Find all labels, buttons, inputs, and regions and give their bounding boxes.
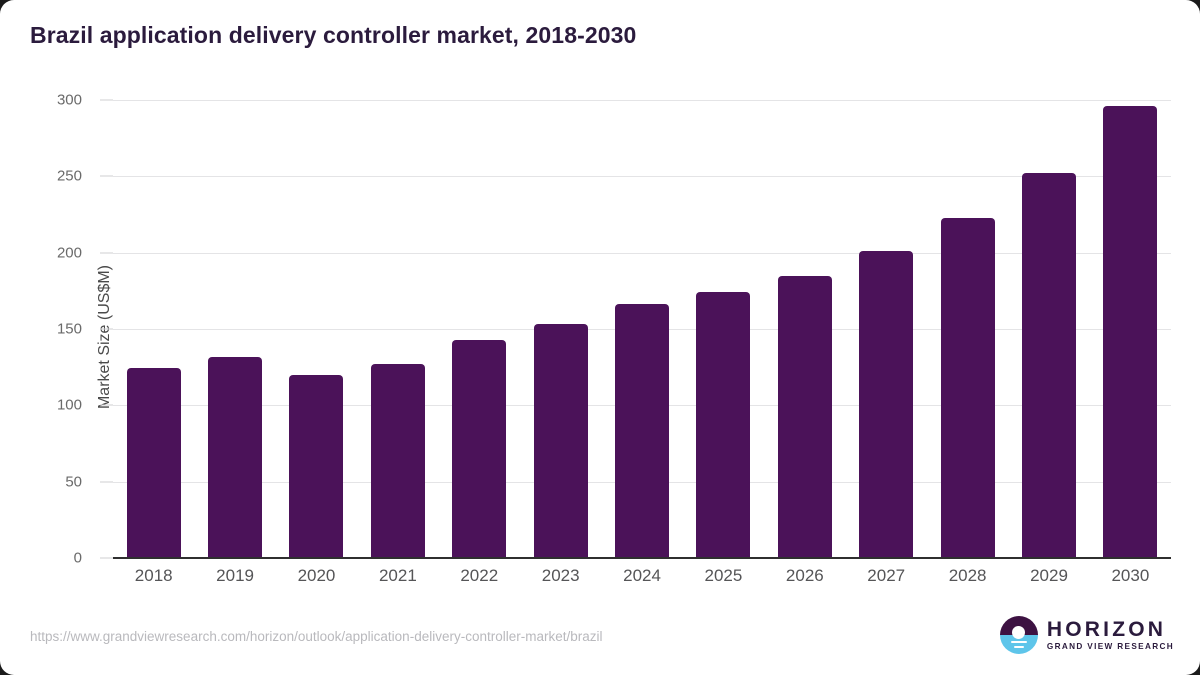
bar[interactable]: [859, 251, 914, 558]
gridline: [113, 176, 1171, 178]
bar-slot: [520, 100, 601, 558]
y-axis-tick-mark: [100, 328, 113, 330]
bar-slot: [683, 100, 764, 558]
y-axis-tick-label: 150: [56, 320, 82, 338]
logo-name: HORIZON: [1046, 617, 1167, 641]
x-axis-tick-label: 2018: [134, 566, 173, 585]
y-axis-tick-label: 100: [56, 396, 82, 414]
plot-area: Market Size (US$M) 0 50 100 150 200 250 300: [57, 92, 1171, 567]
logo-dot-shape: [1012, 626, 1026, 639]
horizon-circle-icon: [999, 616, 1038, 654]
bar[interactable]: [289, 374, 344, 558]
bar[interactable]: [370, 364, 425, 558]
y-axis-tick-label: 0: [73, 549, 82, 567]
logo-subtitle: GRAND VIEW RESEARCH: [1046, 641, 1174, 651]
page-title: Brazil application delivery controller m…: [30, 22, 637, 48]
y-axis-tick-mark: [100, 481, 113, 483]
gridline: [113, 100, 1171, 101]
x-axis-tick-label: 2020: [297, 566, 336, 585]
x-axis-tick-label: 2029: [1030, 566, 1068, 585]
y-axis-tick-mark: [100, 557, 113, 559]
x-axis-tick-label: 2027: [867, 566, 906, 585]
bar-slot: [439, 100, 520, 558]
y-axis-tick-mark: [100, 252, 113, 254]
bar-slot: [1090, 100, 1171, 558]
source-url[interactable]: https://www.grandviewresearch.com/horizo…: [30, 629, 603, 644]
logo-line-upper-shape: [1010, 641, 1027, 643]
x-axis-tick-label: 2025: [704, 566, 743, 585]
bar[interactable]: [615, 303, 670, 558]
y-axis-title: Market Size (US$M): [96, 264, 113, 410]
x-axis-line: [113, 557, 1171, 559]
x-axis-tick-label: 2024: [623, 566, 661, 585]
bar[interactable]: [696, 292, 751, 558]
bar-slot: [113, 100, 194, 558]
y-axis-tick-label: 200: [56, 244, 82, 262]
bar-slot: [194, 100, 275, 558]
bar-slot: [927, 100, 1008, 558]
bar[interactable]: [1103, 106, 1158, 558]
y-axis-tick-label: 300: [56, 91, 82, 109]
logo-text: HORIZON GRAND VIEW RESEARCH: [1046, 617, 1174, 652]
bar-slot: [764, 100, 845, 558]
bar[interactable]: [1021, 172, 1076, 558]
bar[interactable]: [126, 367, 181, 558]
y-axis-tick-mark: [100, 99, 113, 101]
x-axis-tick-label: 2022: [460, 566, 499, 585]
y-axis-tick-mark: [100, 404, 113, 406]
logo[interactable]: HORIZON GRAND VIEW RESEARCH: [999, 616, 1174, 654]
x-axis-tick-labels: 2018 2019 2020 2021 2022 2023 2024 2025 2026 2027…: [113, 566, 1171, 586]
bar-slot: [276, 100, 357, 558]
x-axis-tick-label: 2028: [948, 566, 987, 585]
y-axis-tick-label: 50: [65, 473, 82, 491]
y-axis-tick-mark: [100, 175, 113, 177]
bar[interactable]: [208, 357, 263, 558]
bar-slot: [601, 100, 682, 558]
gridline: [113, 252, 1171, 254]
bar[interactable]: [533, 324, 588, 558]
x-axis-tick-label: 2023: [541, 566, 580, 585]
x-axis-tick-label: 2030: [1111, 566, 1150, 585]
x-axis-tick-label: 2019: [216, 566, 254, 585]
x-axis-tick-label: 2026: [785, 566, 824, 585]
logo-line-lower-shape: [1013, 646, 1024, 648]
bar-series: [113, 100, 1171, 558]
y-axis-tick-label: 250: [56, 167, 82, 185]
x-axis-tick-label: 2021: [378, 566, 417, 585]
bar[interactable]: [452, 340, 507, 558]
bar-slot: [357, 100, 438, 558]
bar[interactable]: [777, 275, 832, 558]
bar-slot: [846, 100, 927, 558]
bar[interactable]: [940, 218, 995, 558]
bar-slot: [1008, 100, 1089, 558]
